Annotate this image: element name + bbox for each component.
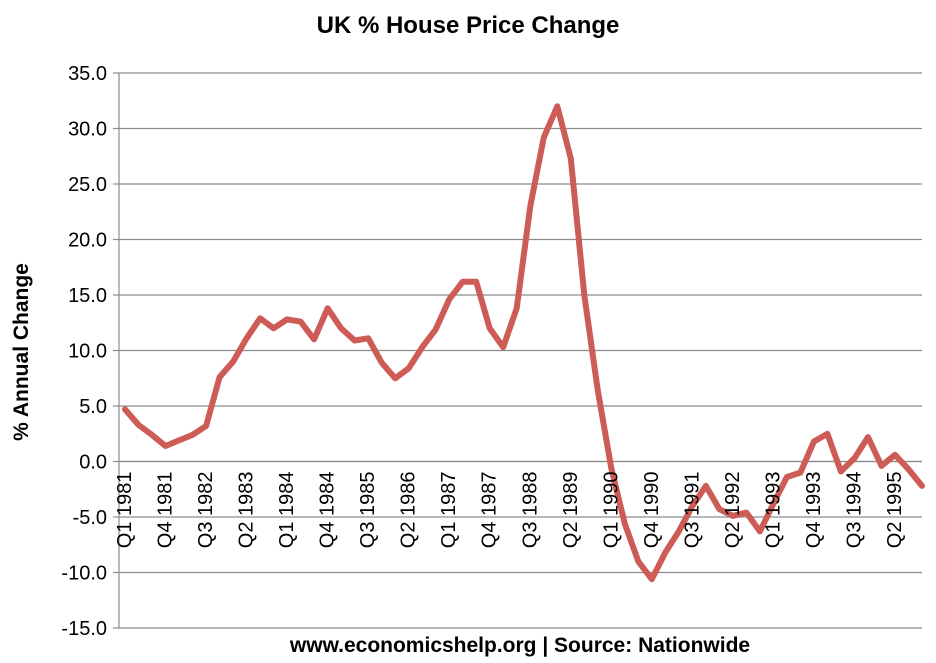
- x-tick-label: Q3 1991: [681, 472, 703, 549]
- series-line: [122, 103, 925, 583]
- y-tick-label: 20.0: [68, 230, 107, 252]
- y-tick-label: 0.0: [79, 452, 107, 474]
- y-tick-label: -15.0: [61, 618, 107, 640]
- x-tick-label: Q2 1983: [236, 472, 258, 549]
- y-tick-label: 5.0: [79, 396, 107, 418]
- x-tick-label: Q3 1988: [519, 472, 541, 549]
- x-tick-label: Q2 1995: [884, 472, 906, 549]
- y-tick-label: -5.0: [73, 507, 107, 529]
- y-tick-label: -10.0: [61, 563, 107, 585]
- x-tick-label: Q1 1981: [114, 472, 136, 549]
- x-tick-label: Q4 1990: [641, 472, 663, 549]
- y-tick-label: 15.0: [68, 285, 107, 307]
- x-axis-ticks: Q1 1981 Q4 1981 Q3 1982 Q2 1983 Q1 1984 Q4 19…: [114, 472, 906, 549]
- x-tick-label: Q2 1989: [560, 472, 582, 549]
- x-tick-label: Q1 1990: [600, 472, 622, 549]
- x-tick-label: Q3 1985: [357, 472, 379, 549]
- y-tick-label: 30.0: [68, 119, 107, 141]
- x-tick-label: Q4 1981: [155, 472, 177, 549]
- y-tick-label: 10.0: [68, 341, 107, 363]
- chart-title: UK % House Price Change: [316, 12, 620, 39]
- x-tick-label: Q2 1992: [722, 472, 744, 549]
- x-tick-label: Q4 1987: [479, 472, 501, 549]
- y-tick-label: 25.0: [68, 174, 107, 196]
- y-axis-ticks: 35.0 30.0 25.0 20.0 15.0 10.0 5.0 0.0 -5.0 -10.0 -…: [61, 63, 119, 640]
- x-tick-label: Q1 1984: [276, 472, 298, 549]
- x-tick-label: Q1 1993: [762, 472, 784, 549]
- x-tick-label: Q1 1987: [438, 472, 460, 549]
- series-layer: [122, 103, 925, 583]
- x-tick-label: Q2 1986: [398, 472, 420, 549]
- x-tick-label: Q4 1993: [803, 472, 825, 549]
- x-tick-label: Q3 1982: [195, 472, 217, 549]
- x-tick-label: Q3 1994: [844, 472, 866, 549]
- y-tick-label: 35.0: [68, 63, 107, 85]
- x-axis-label: www.economicshelp.org | Source: Nationwi…: [289, 634, 751, 657]
- x-tick-label: Q4 1984: [317, 472, 339, 549]
